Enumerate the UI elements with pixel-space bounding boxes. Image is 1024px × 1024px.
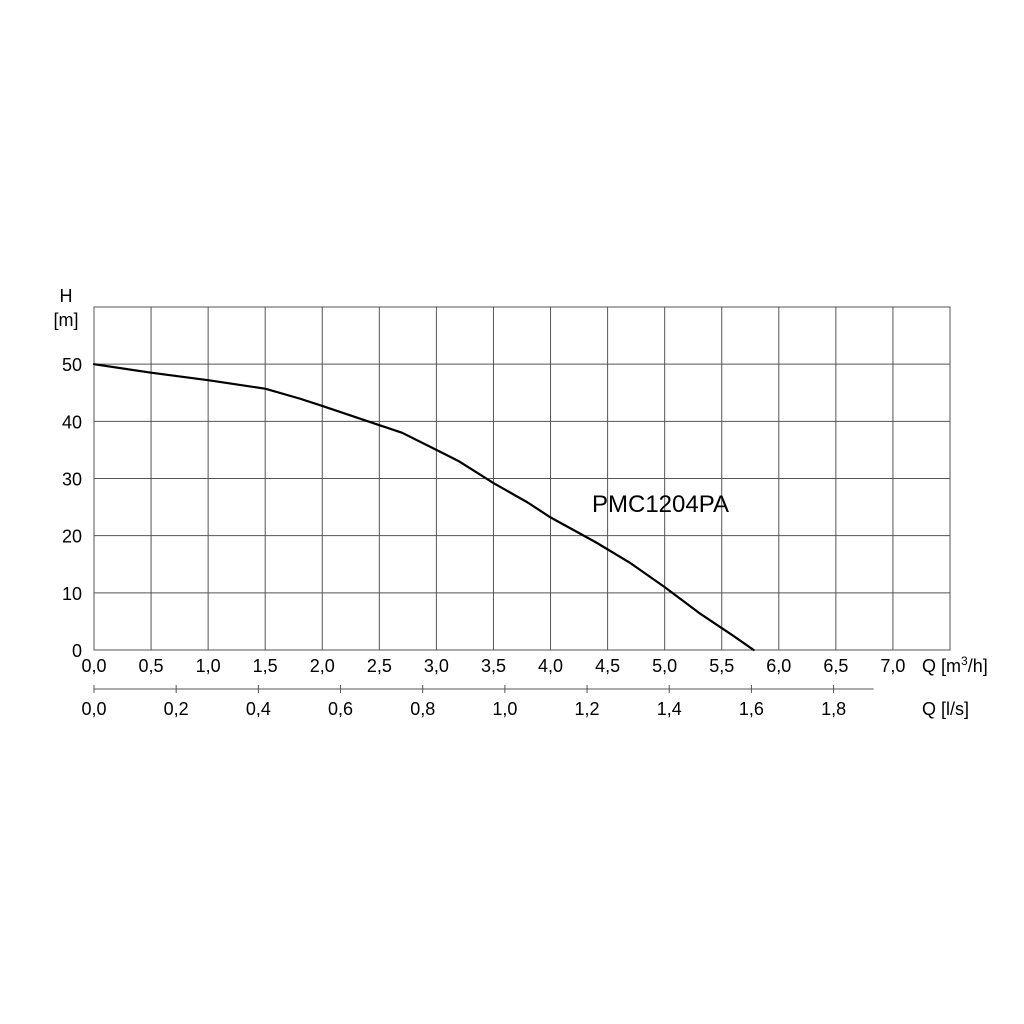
secondary-tick-label: 0,0 bbox=[81, 699, 106, 719]
x-axis-primary-label-sup: 3 bbox=[961, 654, 968, 668]
x-tick-label: 2,0 bbox=[310, 656, 335, 676]
x-tick-label: 3,5 bbox=[481, 656, 506, 676]
secondary-tick-label: 1,4 bbox=[657, 699, 682, 719]
x-tick-label: 1,5 bbox=[253, 656, 278, 676]
x-tick-label: 0,5 bbox=[139, 656, 164, 676]
x-tick-label: 7,0 bbox=[880, 656, 905, 676]
x-tick-label: 5,5 bbox=[709, 656, 734, 676]
secondary-tick-label: 1,0 bbox=[492, 699, 517, 719]
y-axis-label: H bbox=[60, 286, 73, 306]
grid bbox=[93, 306, 951, 651]
secondary-tick-label: 0,4 bbox=[246, 699, 271, 719]
axes: 0 10 20 30 40 50 0,0 0,5 1,0 1,5 2,0 2,5 3,0 3,5 4,0 4,… bbox=[62, 355, 905, 719]
x-axis-primary-label-suffix: /h] bbox=[968, 656, 988, 676]
y-tick-label: 50 bbox=[62, 355, 82, 375]
x-tick-label: 3,0 bbox=[424, 656, 449, 676]
x-tick-label: 4,0 bbox=[538, 656, 563, 676]
secondary-tick-label: 0,8 bbox=[410, 699, 435, 719]
x-tick-label: 0,0 bbox=[81, 656, 106, 676]
model-annotation: PMC1204PA bbox=[592, 491, 729, 518]
y-tick-label: 20 bbox=[62, 527, 82, 547]
x-tick-label: 4,5 bbox=[595, 656, 620, 676]
x-axis-secondary-label: Q [l/s] bbox=[922, 699, 969, 719]
x-axis-primary-label-prefix: Q [m bbox=[922, 656, 961, 676]
x-tick-label: 5,0 bbox=[652, 656, 677, 676]
x-tick-label: 6,5 bbox=[823, 656, 848, 676]
x-axis-primary-label: Q [m3/h] bbox=[922, 654, 988, 676]
labels: H [m] Q [m3/h] Q [l/s] PMC1204PA bbox=[54, 286, 988, 719]
secondary-tick-label: 0,6 bbox=[328, 699, 353, 719]
secondary-tick-label: 0,2 bbox=[164, 699, 189, 719]
y-tick-label: 40 bbox=[62, 412, 82, 432]
secondary-tick-label: 1,2 bbox=[575, 699, 600, 719]
series-layer bbox=[92, 363, 755, 652]
x-tick-label: 6,0 bbox=[766, 656, 791, 676]
y-axis-unit: [m] bbox=[54, 310, 79, 330]
y-tick-label: 0 bbox=[72, 641, 82, 661]
y-tick-label: 30 bbox=[62, 470, 82, 490]
secondary-tick-label: 1,8 bbox=[821, 699, 846, 719]
x-tick-label: 1,0 bbox=[196, 656, 221, 676]
series-line bbox=[92, 363, 755, 652]
secondary-tick-label: 1,6 bbox=[739, 699, 764, 719]
y-tick-label: 10 bbox=[62, 584, 82, 604]
x-tick-label: 2,5 bbox=[367, 656, 392, 676]
